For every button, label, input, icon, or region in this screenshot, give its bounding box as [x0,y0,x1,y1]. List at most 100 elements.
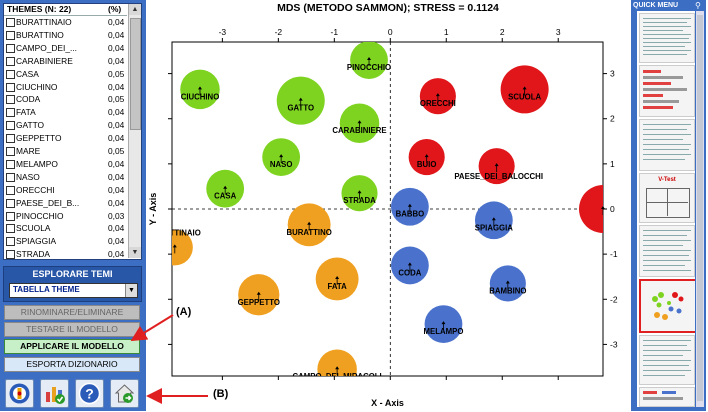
theme-name: CASA [16,68,39,79]
theme-value: 0,04 [108,42,125,53]
quick-menu-thumbnails: V-Test [637,11,695,407]
theme-checkbox[interactable] [6,147,15,156]
theme-row[interactable]: ORECCHI 0,04 [4,184,127,196]
explore-selected-value: TABELLA THEME [13,285,80,294]
theme-row[interactable]: PINOCCHIO 0,03 [4,210,127,222]
theme-row[interactable]: FATA 0,04 [4,106,127,118]
data-point-label: CAMPO_DEI_MIRACOLI [292,372,381,381]
help-button[interactable]: ? [75,379,104,408]
theme-value: 0,04 [108,29,125,40]
themes-list[interactable]: THEMES (N: 22) (%) BURATTINAIO 0,04 BURATT… [3,3,142,260]
theme-checkbox[interactable] [6,185,15,195]
x-axis-label: X - Axis [371,398,404,408]
theme-checkbox[interactable] [6,108,15,118]
home-button[interactable] [110,379,139,408]
scroll-down-icon[interactable]: ▼ [129,247,141,258]
theme-row[interactable]: BURATTINO 0,04 [4,29,127,41]
quick-menu-scroll-thumb[interactable] [697,15,703,401]
point-marker-arrow [335,275,340,279]
theme-checkbox[interactable] [6,82,15,92]
theme-name: CAMPO_DEI_... [16,42,77,53]
chevron-down-icon[interactable]: ▼ [125,284,137,297]
data-point-label: BABBO [396,210,425,219]
theme-checkbox[interactable] [6,172,15,182]
quick-menu-scrollbar[interactable] [696,11,704,407]
theme-row[interactable]: CASA 0,05 [4,68,127,80]
thumbnail-table-4[interactable] [639,335,695,385]
theme-row[interactable]: MARE 0,05 [4,145,127,157]
theme-row[interactable]: NASO 0,04 [4,171,127,183]
help-icon: ? [78,382,101,405]
data-point-label: CIUCHINO [181,92,220,101]
thumbnail-vtest[interactable]: V-Test [639,173,695,223]
theme-checkbox[interactable] [6,211,15,221]
quick-menu: QUICK MENU ⚲ [631,0,706,411]
pin-icon[interactable]: ⚲ [695,1,701,10]
point-marker-arrow [424,154,429,158]
theme-name: CIUCHINO [16,81,58,92]
theme-value: 0,04 [108,236,125,247]
theme-checkbox[interactable] [6,224,15,234]
themes-scrollbar[interactable]: ▲ ▼ [128,4,141,258]
theme-name: PAESE_DEI_B... [16,197,80,208]
theme-checkbox[interactable] [6,237,15,247]
theme-row[interactable]: BURATTINAIO 0,04 [4,16,127,28]
scroll-thumb[interactable] [130,18,141,130]
data-point-label: NASO [270,160,293,169]
theme-row[interactable]: CAMPO_DEI_... 0,04 [4,42,127,54]
explore-themes-select[interactable]: TABELLA THEME ▼ [9,283,138,298]
theme-row[interactable]: STRADA 0,04 [4,248,127,259]
theme-row[interactable]: GATTO 0,04 [4,119,127,131]
point-marker-arrow [307,221,312,225]
point-marker-arrow [223,185,228,189]
point-marker-arrow [279,154,284,158]
theme-name: ORECCHI [16,184,55,195]
theme-name: CARABINIERE [16,55,73,66]
theme-checkbox[interactable] [6,198,15,208]
export-dictionary-button[interactable]: ESPORTA DIZIONARIO [4,357,140,372]
theme-row[interactable]: SCUOLA 0,04 [4,222,127,234]
theme-checkbox[interactable] [6,43,15,53]
theme-checkbox[interactable] [6,121,15,131]
q-logo-button[interactable] [5,379,34,408]
theme-checkbox[interactable] [6,134,15,144]
theme-checkbox[interactable] [6,250,15,259]
theme-row[interactable]: CARABINIERE 0,04 [4,55,127,67]
theme-row[interactable]: CODA 0,05 [4,93,127,105]
thumbnail-bar-chart[interactable] [639,65,695,117]
scroll-up-icon[interactable]: ▲ [129,4,141,15]
chart-area: -3 -2 -1 0 1 2 3 -3 -2 -1 0 1 2 3 X - Axis Y - Axis PINO… [147,0,629,411]
theme-name: BURATTINO [16,29,64,40]
theme-row[interactable]: SPIAGGIA 0,04 [4,235,127,247]
point-marker-arrow [494,163,499,167]
chart-check-button[interactable] [40,379,69,408]
theme-checkbox[interactable] [6,159,15,169]
point-marker-arrow [505,280,510,284]
point-marker-arrow [335,366,340,370]
theme-checkbox[interactable] [6,18,15,27]
theme-name: MELAMPO [16,158,58,169]
thumbnail-table-3[interactable] [639,225,695,277]
theme-row[interactable]: GEPPETTO 0,04 [4,132,127,144]
theme-checkbox[interactable] [6,56,15,66]
point-marker-arrow [522,86,527,90]
rename-delete-button[interactable]: RINOMINARE/ELIMINARE [4,305,140,320]
theme-row[interactable]: MELAMPO 0,04 [4,158,127,170]
home-arrow-icon [114,384,135,403]
thumbnail-mds-selected[interactable] [639,279,695,333]
explore-themes-box: ESPLORARE TEMI TABELLA THEME ▼ [3,266,142,302]
apply-model-button[interactable]: APPLICARE IL MODELLO [4,339,140,354]
theme-row[interactable]: PAESE_DEI_B... 0,04 [4,197,127,209]
point-marker-arrow [357,190,362,194]
thumbnail-table-1[interactable] [639,13,695,63]
thumbnail-table-2[interactable] [639,119,695,171]
point-marker-arrow [367,57,372,61]
y-tick-label: -2 [610,294,618,304]
thumbnail-bottom[interactable] [639,387,695,407]
theme-checkbox[interactable] [6,69,15,79]
theme-row[interactable]: CIUCHINO 0,04 [4,81,127,93]
theme-checkbox[interactable] [6,95,15,105]
theme-checkbox[interactable] [6,30,15,40]
theme-value: 0,05 [108,68,125,79]
